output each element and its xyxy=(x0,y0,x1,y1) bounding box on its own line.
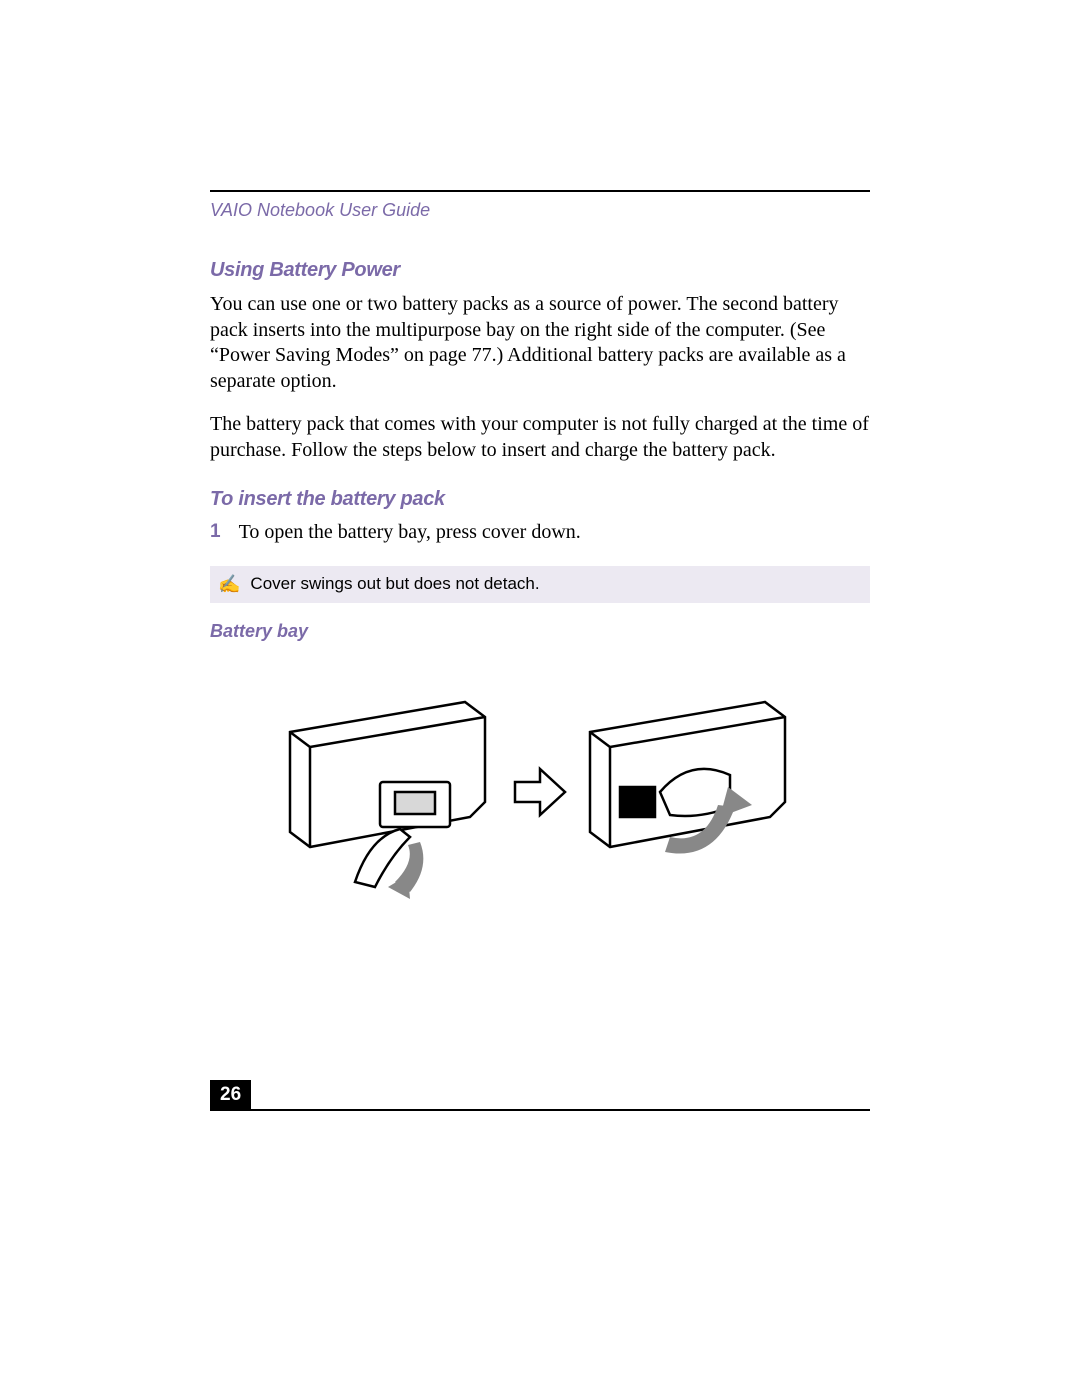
running-header: VAIO Notebook User Guide xyxy=(210,200,870,221)
figure-caption: Battery bay xyxy=(210,621,870,642)
page-footer: 26 xyxy=(210,1080,870,1111)
body-paragraph-1: You can use one or two battery packs as … xyxy=(210,292,870,394)
step-number: 1 xyxy=(210,521,221,544)
header-rule xyxy=(210,190,870,192)
page-content: VAIO Notebook User Guide Using Battery P… xyxy=(210,190,870,932)
body-paragraph-2: The battery pack that comes with your co… xyxy=(210,412,870,463)
figure-illustration xyxy=(210,672,870,932)
battery-bay-diagram-icon xyxy=(260,687,820,917)
page-number: 26 xyxy=(210,1080,251,1110)
subsection-heading: To insert the battery pack xyxy=(210,488,870,511)
step-row: 1 To open the battery bay, press cover d… xyxy=(210,521,870,544)
pencil-icon: ✍ xyxy=(218,574,240,595)
note-box: ✍ Cover swings out but does not detach. xyxy=(210,566,870,603)
step-text: To open the battery bay, press cover dow… xyxy=(239,521,581,544)
section-heading: Using Battery Power xyxy=(210,259,870,282)
footer-rule xyxy=(210,1109,870,1111)
note-text: Cover swings out but does not detach. xyxy=(250,574,539,594)
